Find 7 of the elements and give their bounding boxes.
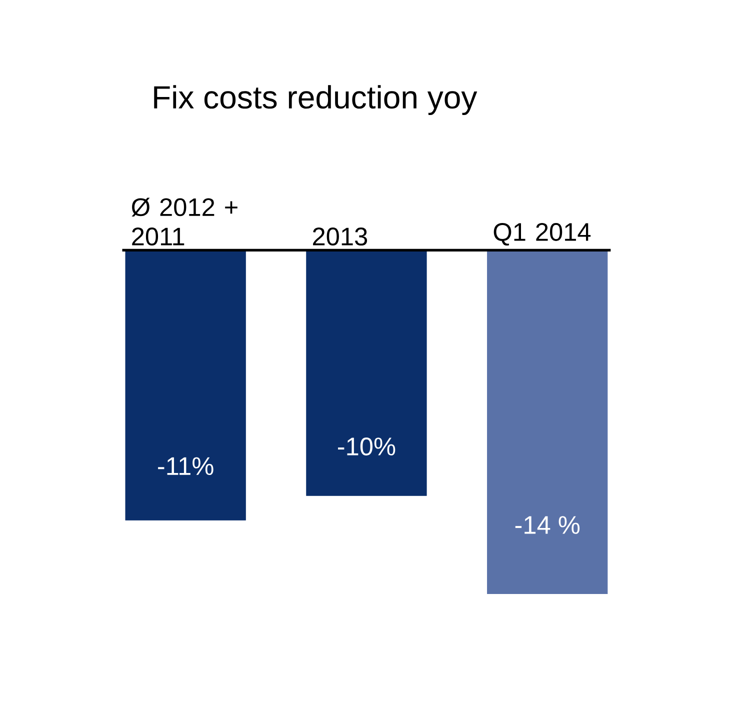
x-tick-label: Ø 2012 + 2011 bbox=[132, 198, 238, 246]
data-label: -10% bbox=[338, 438, 396, 456]
x-tick-label: Q1 2014 bbox=[494, 223, 591, 246]
data-label: -11% bbox=[158, 457, 214, 476]
data-label: -14 % bbox=[515, 516, 580, 534]
x-tick-label: 2013 bbox=[313, 228, 368, 246]
chart-title: Fix costs reduction yoy bbox=[154, 85, 478, 116]
